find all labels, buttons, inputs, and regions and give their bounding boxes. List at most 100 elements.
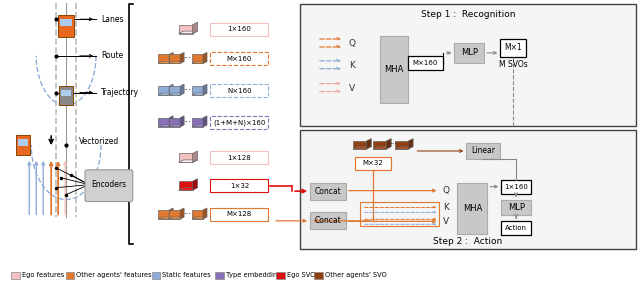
Polygon shape bbox=[366, 139, 371, 149]
Polygon shape bbox=[192, 61, 207, 63]
Bar bbox=[373, 141, 386, 149]
Polygon shape bbox=[179, 188, 198, 190]
Bar bbox=[169, 210, 180, 219]
Polygon shape bbox=[169, 84, 173, 95]
Bar bbox=[192, 54, 203, 63]
Bar bbox=[300, 4, 636, 126]
Text: Type embedding: Type embedding bbox=[226, 272, 282, 278]
Bar bbox=[395, 141, 408, 149]
Polygon shape bbox=[203, 208, 207, 219]
Text: Concat: Concat bbox=[315, 216, 341, 225]
Text: Step 1 :  Recognition: Step 1 : Recognition bbox=[420, 10, 515, 19]
Bar bbox=[59, 85, 73, 105]
Bar bbox=[17, 135, 30, 155]
Text: Encoders: Encoders bbox=[92, 180, 127, 189]
Polygon shape bbox=[203, 84, 207, 95]
Bar bbox=[501, 221, 531, 235]
Text: Linear: Linear bbox=[471, 147, 495, 156]
Text: M×32: M×32 bbox=[362, 160, 383, 166]
Text: M×128: M×128 bbox=[227, 211, 252, 217]
Text: M×160: M×160 bbox=[413, 60, 438, 66]
Bar bbox=[211, 84, 268, 97]
Polygon shape bbox=[169, 93, 184, 95]
Text: M×160: M×160 bbox=[227, 56, 252, 62]
Bar bbox=[192, 86, 203, 95]
Bar bbox=[60, 19, 72, 26]
Text: Ego features: Ego features bbox=[22, 272, 65, 278]
Bar bbox=[211, 208, 268, 221]
Bar bbox=[152, 272, 161, 279]
Polygon shape bbox=[192, 125, 207, 127]
Bar bbox=[360, 202, 440, 226]
Bar bbox=[12, 272, 20, 279]
Text: Vectorized: Vectorized bbox=[79, 137, 119, 146]
Text: Lanes: Lanes bbox=[101, 15, 124, 24]
Bar bbox=[169, 54, 180, 63]
Polygon shape bbox=[180, 52, 184, 63]
Polygon shape bbox=[180, 84, 184, 95]
Bar bbox=[65, 272, 74, 279]
Polygon shape bbox=[408, 139, 413, 149]
Polygon shape bbox=[169, 208, 173, 219]
Polygon shape bbox=[192, 217, 207, 219]
Bar bbox=[211, 179, 268, 192]
Bar bbox=[501, 200, 531, 216]
Text: 1×32: 1×32 bbox=[230, 183, 249, 189]
Bar bbox=[276, 272, 285, 279]
Bar bbox=[458, 183, 487, 234]
Text: V: V bbox=[349, 84, 355, 93]
Bar bbox=[211, 151, 268, 164]
Text: Static features: Static features bbox=[163, 272, 211, 278]
Polygon shape bbox=[353, 147, 371, 149]
Text: Step 2 :  Action: Step 2 : Action bbox=[433, 237, 502, 246]
Polygon shape bbox=[158, 217, 173, 219]
Text: V: V bbox=[444, 217, 449, 226]
Bar bbox=[61, 90, 71, 96]
Bar bbox=[58, 15, 74, 37]
Polygon shape bbox=[169, 217, 184, 219]
Text: Q: Q bbox=[348, 39, 355, 48]
Text: ···: ··· bbox=[388, 141, 397, 150]
Bar bbox=[158, 86, 169, 95]
Polygon shape bbox=[203, 116, 207, 127]
Polygon shape bbox=[203, 52, 207, 63]
Text: (1+M+N)×160: (1+M+N)×160 bbox=[213, 119, 266, 126]
Text: Trajectory: Trajectory bbox=[101, 88, 139, 97]
Bar bbox=[179, 181, 193, 190]
Text: MHA: MHA bbox=[463, 204, 482, 213]
Text: MHA: MHA bbox=[384, 65, 403, 74]
Text: ···: ··· bbox=[182, 54, 191, 63]
Text: ···: ··· bbox=[182, 86, 191, 95]
Polygon shape bbox=[179, 31, 198, 34]
Polygon shape bbox=[169, 125, 184, 127]
Bar bbox=[158, 118, 169, 127]
Bar bbox=[158, 54, 169, 63]
Text: Ego SVO: Ego SVO bbox=[287, 272, 315, 278]
Bar bbox=[211, 23, 268, 36]
Text: Concat: Concat bbox=[315, 187, 341, 196]
Text: ···: ··· bbox=[182, 118, 191, 127]
Polygon shape bbox=[193, 179, 198, 190]
Bar bbox=[355, 157, 390, 170]
Polygon shape bbox=[169, 61, 184, 63]
Text: Q: Q bbox=[443, 186, 450, 195]
Polygon shape bbox=[158, 93, 173, 95]
Polygon shape bbox=[180, 116, 184, 127]
FancyBboxPatch shape bbox=[85, 170, 133, 202]
Bar bbox=[192, 210, 203, 219]
Bar bbox=[454, 43, 484, 63]
Polygon shape bbox=[169, 116, 173, 127]
Text: 1×160: 1×160 bbox=[227, 26, 252, 32]
Text: ···: ··· bbox=[182, 210, 191, 219]
Text: MLP: MLP bbox=[508, 203, 525, 212]
Polygon shape bbox=[193, 151, 198, 162]
Text: M SVOs: M SVOs bbox=[499, 60, 527, 69]
Polygon shape bbox=[179, 160, 198, 162]
Bar bbox=[179, 25, 193, 34]
Bar bbox=[211, 116, 268, 129]
Text: 1×128: 1×128 bbox=[227, 155, 252, 161]
Text: Other agents' SVO: Other agents' SVO bbox=[325, 272, 387, 278]
Bar bbox=[158, 210, 169, 219]
Bar bbox=[192, 118, 203, 127]
Polygon shape bbox=[180, 208, 184, 219]
